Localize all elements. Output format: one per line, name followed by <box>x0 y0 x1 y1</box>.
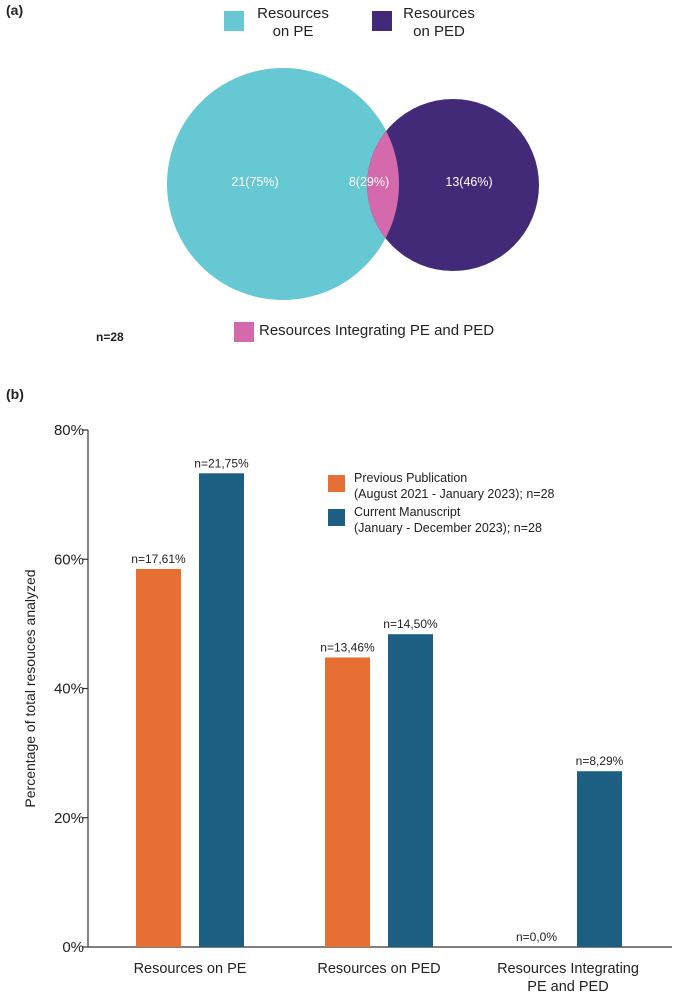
bar-previous-0 <box>136 568 181 947</box>
panel-b-label: (b) <box>6 386 24 402</box>
bar-current-0 <box>199 473 244 947</box>
bar-value-label-current-0: n=21,75% <box>194 456 249 470</box>
bar-value-label-previous-1: n=13,46% <box>320 640 375 654</box>
bar-chart: 0% 20% 40% 60% 80% Resources on PE Resources o… <box>22 422 672 992</box>
legend-swatch-previous <box>328 475 345 492</box>
legend-label-pe-line2: on PE <box>272 23 314 40</box>
x-tick-label-1: Resources on PED <box>317 961 440 977</box>
y-axis-label: Percentage of total resouces analyzed <box>22 569 38 807</box>
legend-label-current: Current Manuscript (January - December 2… <box>354 504 574 536</box>
bar-chart-marks: n=17,61% n=13,46% n=0,0% n=21,75% n=14,50% n=… <box>131 456 624 947</box>
x-tick-label-2-line2: PE and PED <box>527 979 608 992</box>
y-tick-label: 20% <box>54 810 84 827</box>
y-tick-label: 60% <box>54 551 84 568</box>
venn-label-pe-only: 21(75%) <box>231 175 278 189</box>
legend-label-current-line1: Current Manuscript <box>354 505 461 519</box>
legend-swatch-current <box>328 509 345 526</box>
legend-label-pe: Resources on PE <box>248 5 338 41</box>
bar-value-label-current-2: n=8,29% <box>576 754 624 768</box>
legend-swatch-ped <box>372 11 392 31</box>
venn-sample-size: n=28 <box>96 330 124 344</box>
legend-swatch-overlap <box>234 322 254 342</box>
bar-chart-axes: 0% 20% 40% 60% 80% Resources on PE Resources o… <box>54 422 672 992</box>
bar-value-label-previous-2: n=0,0% <box>516 930 557 944</box>
legend-label-previous-line1: Previous Publication <box>354 471 468 485</box>
venn-diagram: 21(75%) 8(29%) 13(46%) <box>167 68 539 300</box>
legend-label-pe-line1: Resources <box>257 5 329 22</box>
bar-previous-1 <box>325 657 370 947</box>
y-tick-label: 0% <box>62 939 84 956</box>
bar-current-1 <box>388 634 433 947</box>
legend-label-ped-line1: Resources <box>403 5 475 22</box>
bar-current-2 <box>577 771 622 947</box>
venn-circle-pe <box>167 68 399 300</box>
bar-value-label-current-1: n=14,50% <box>383 617 438 631</box>
venn-label-ped-only: 13(46%) <box>445 175 492 189</box>
legend-label-overlap: Resources Integrating PE and PED <box>259 322 495 339</box>
panel-a-label: (a) <box>6 2 24 18</box>
y-tick-label: 80% <box>54 422 84 439</box>
x-tick-label-2: Resources Integrating <box>497 961 639 977</box>
legend-label-previous-line2: (August 2021 - January 2023); n=28 <box>354 487 555 501</box>
legend-label-ped: Resources on PED <box>394 5 484 41</box>
legend-swatch-pe <box>224 11 244 31</box>
legend-label-previous: Previous Publication (August 2021 - Janu… <box>354 470 574 502</box>
venn-circle-ped <box>367 99 539 271</box>
legend-label-current-line2: (January - December 2023); n=28 <box>354 521 542 535</box>
x-tick-label-0: Resources on PE <box>134 961 247 977</box>
y-tick-label: 40% <box>54 681 84 698</box>
legend-label-ped-line2: on PED <box>413 23 465 40</box>
venn-label-overlap: 8(29%) <box>349 175 389 189</box>
bar-value-label-previous-0: n=17,61% <box>131 552 186 566</box>
